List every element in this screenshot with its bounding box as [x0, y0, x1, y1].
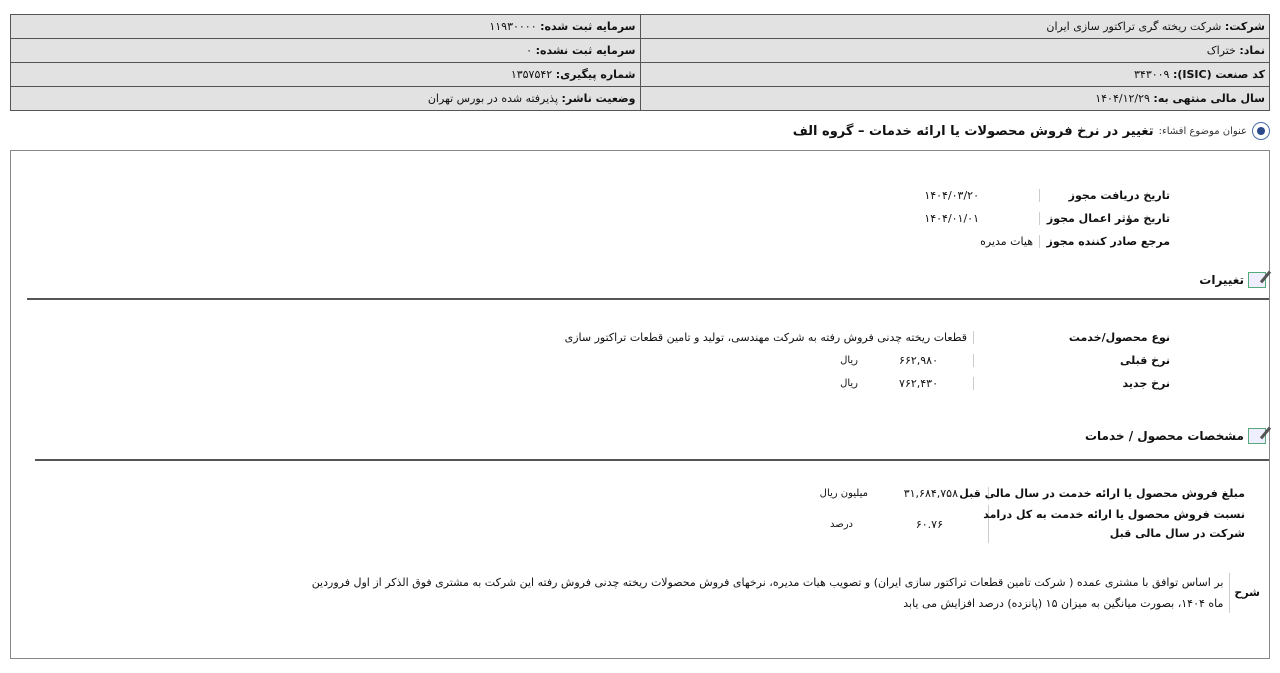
permit-row: تاریخ مؤثر اعمال مجوز ۱۴۰۴/۰۱/۰۱ — [924, 212, 1170, 225]
tracking-cell: شماره پیگیری: ۱۳۵۷۵۴۲ — [10, 62, 641, 87]
divider — [35, 459, 1269, 461]
new-rate-row: نرخ جدید ۷۶۲,۴۳۰ ریال — [840, 377, 1170, 390]
description-row: شرح بر اساس توافق با مشتری عمده ( شرکت ت… — [312, 572, 1260, 614]
target-icon — [1252, 122, 1270, 140]
permit-section: تاریخ دریافت مجوز ۱۴۰۴/۰۳/۲۰ تاریخ مؤثر ا… — [924, 184, 1170, 253]
disclosure-panel — [10, 150, 1270, 659]
specs-section: مبلغ فروش محصول یا ارائه خدمت در سال مال… — [820, 482, 1245, 544]
edit-icon — [1248, 272, 1266, 288]
sales-row: مبلغ فروش محصول یا ارائه خدمت در سال مال… — [819, 486, 1245, 500]
isic-cell: کد صنعت (ISIC): ۳۴۳۰۰۹ — [639, 62, 1270, 87]
changes-heading: تغییرات — [1199, 272, 1266, 288]
changes-section: نوع محصول/خدمت قطعات ریخته چدنی فروش رفته… — [565, 326, 1170, 395]
company-cell: شرکت: شرکت ریخته گری تراکتور سازی ایران — [639, 14, 1270, 39]
status-cell: وضعیت ناشر: پذیرفته شده در بورس تهران — [10, 86, 641, 111]
divider — [27, 298, 1269, 300]
permit-row: تاریخ دریافت مجوز ۱۴۰۴/۰۳/۲۰ — [924, 189, 1170, 202]
permit-row: مرجع صادر کننده مجوز هیات مدیره — [980, 235, 1170, 248]
edit-icon — [1248, 428, 1266, 444]
unreg-capital-cell: سرمایه ثبت نشده: ۰ — [10, 38, 641, 63]
fiscal-cell: سال مالی منتهی به: ۱۴۰۴/۱۲/۲۹ — [639, 86, 1270, 111]
specs-heading: مشخصات محصول / خدمات — [1085, 428, 1266, 444]
product-row: نوع محصول/خدمت قطعات ریخته چدنی فروش رفته… — [564, 331, 1170, 344]
reg-capital-cell: سرمایه ثبت شده: ۱۱۹۳۰۰۰۰ — [10, 14, 641, 39]
company-info-table: شرکت: شرکت ریخته گری تراکتور سازی ایران س… — [10, 14, 1270, 111]
subject-title: تغییر در نرخ فروش محصولات یا ارائه خدمات… — [792, 123, 1154, 139]
symbol-cell: نماد: ختراک — [639, 38, 1270, 63]
ratio-row: نسبت فروش محصول یا ارائه خدمت به کل درام… — [820, 504, 1245, 544]
old-rate-row: نرخ قبلی ۶۶۲,۹۸۰ ریال — [840, 354, 1170, 367]
disclosure-subject: عنوان موضوع افشاء: تغییر در نرخ فروش محص… — [793, 122, 1270, 140]
